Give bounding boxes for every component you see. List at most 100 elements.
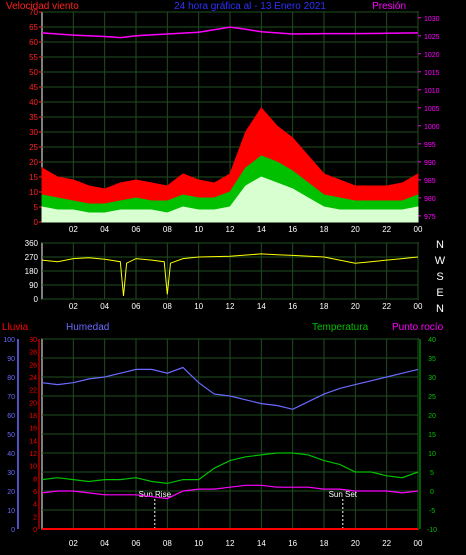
rain-tick-label: 28: [29, 350, 37, 357]
humidity-tick-label: 50: [7, 432, 15, 439]
panel2-x-tick-label: 00: [414, 302, 423, 311]
panel1-x-tick-label: 22: [382, 225, 391, 234]
rain-tick-label: 2: [33, 514, 37, 521]
temperature-tick-label: 35: [428, 356, 436, 363]
panel1-x-tick-label: 08: [163, 225, 172, 234]
temperature-label: Temperatura: [312, 322, 369, 333]
panel3-x-tick-label: 18: [320, 539, 329, 548]
rain-tick-label: 4: [33, 502, 37, 509]
panel1-title: 24 hora gráfica al - 13 Enero 2021: [174, 1, 326, 12]
panel2-x-tick-label: 06: [132, 302, 141, 311]
panel1-left-tick-label: 15: [29, 173, 38, 182]
compass-label: S: [436, 271, 443, 283]
rain-tick-label: 20: [29, 400, 37, 407]
panel2-tick-label: 360: [25, 239, 39, 248]
humidity-tick-label: 0: [11, 527, 15, 534]
dewpoint-line: [41, 484, 419, 500]
panel1-left-tick-label: 25: [29, 143, 38, 152]
sun-event-label: Sun Set: [329, 490, 358, 499]
temperature-tick-label: -10: [427, 527, 437, 534]
humidity-tick-label: 90: [7, 356, 15, 363]
humidity-line: [41, 366, 419, 410]
panel1-left-tick-label: 40: [29, 98, 38, 107]
panel1-x-tick-label: 12: [226, 225, 235, 234]
panel1-right-tick-label: 1000: [424, 124, 440, 131]
pressure-line: [41, 26, 419, 39]
humidity-tick-label: 10: [7, 508, 15, 515]
temperature-tick-label: 5: [430, 470, 434, 477]
panel1-left-tick-label: 10: [29, 188, 38, 197]
panel1-x-tick-label: 16: [288, 225, 297, 234]
rain-tick-label: 18: [29, 413, 37, 420]
rain-tick-label: 26: [29, 362, 37, 369]
temperature-tick-label: 20: [428, 413, 436, 420]
panel2-x-tick-label: 12: [226, 302, 235, 311]
panel1-left-tick-label: 70: [29, 8, 38, 17]
rain-tick-label: 14: [29, 438, 37, 445]
compass-label: N: [436, 303, 444, 315]
panel1-left-tick-label: 65: [29, 23, 38, 32]
panel1-left-tick-label: 20: [29, 158, 38, 167]
rain-tick-label: 12: [29, 451, 37, 458]
rain-tick-label: 8: [33, 476, 37, 483]
panel3-x-tick-label: 00: [414, 539, 423, 548]
panel1-x-tick-label: 04: [100, 225, 109, 234]
humidity-tick-label: 40: [7, 451, 15, 458]
panel2-x-tick-label: 22: [382, 302, 391, 311]
panel1-x-tick-label: 18: [320, 225, 329, 234]
panel1-left-tick-label: 0: [34, 218, 39, 227]
temperature-tick-label: 0: [430, 489, 434, 496]
gust-wind-area: [41, 107, 419, 223]
panel1-right-tick-label: 1010: [424, 88, 440, 95]
wind_min-wind-area: [41, 176, 419, 223]
panel3-x-tick-label: 02: [69, 539, 78, 548]
panel3-x-tick-label: 12: [226, 539, 235, 548]
panel1-left-tick-label: 35: [29, 113, 38, 122]
panel2-x-tick-label: 04: [100, 302, 109, 311]
panel2-x-tick-label: 20: [351, 302, 360, 311]
panel1-x-tick-label: 06: [132, 225, 141, 234]
panel1-left-tick-label: 50: [29, 68, 38, 77]
temperature-tick-label: 15: [428, 432, 436, 439]
humidity-label: Humedad: [66, 322, 109, 333]
panel1-x-tick-label: 20: [351, 225, 360, 234]
rain-label: Lluvia: [2, 322, 29, 333]
panel1-right-tick-label: 1020: [424, 52, 440, 59]
temperature-tick-label: 40: [428, 337, 436, 344]
humidity-tick-label: 60: [7, 413, 15, 420]
dewpoint-label: Punto rocío: [392, 322, 444, 333]
panel3-x-tick-label: 22: [382, 539, 391, 548]
panel1-left-tick-label: 60: [29, 38, 38, 47]
panel1-left-tick-label: 55: [29, 53, 38, 62]
rain-tick-label: 10: [29, 464, 37, 471]
panel2-tick-label: 0: [34, 295, 39, 304]
panel1-x-tick-label: 02: [69, 225, 78, 234]
panel3-x-tick-label: 08: [163, 539, 172, 548]
panel1-left-tick-label: 45: [29, 83, 38, 92]
wind-direction-line: [41, 253, 419, 296]
panel1-right-tick-label: 1030: [424, 16, 440, 23]
rain-tick-label: 6: [33, 489, 37, 496]
panel3-x-tick-label: 14: [257, 539, 266, 548]
panel2-x-tick-label: 08: [163, 302, 172, 311]
panel2-x-tick-label: 14: [257, 302, 266, 311]
panel1-right-tick-label: 1015: [424, 70, 440, 77]
temperature-tick-label: 30: [428, 375, 436, 382]
panel2-tick-label: 90: [29, 281, 38, 290]
panel1-right-tick-label: 990: [424, 160, 436, 167]
panel1-left-axis-label: Velocidad viento: [6, 1, 79, 12]
panel3-x-tick-label: 06: [132, 539, 141, 548]
panel2-x-tick-label: 16: [288, 302, 297, 311]
panel2-x-tick-label: 18: [320, 302, 329, 311]
sun-event-label: Sun Rise: [139, 490, 172, 499]
panel1-left-tick-label: 5: [34, 203, 39, 212]
panel1-x-tick-label: 00: [414, 225, 423, 234]
panel3-x-tick-label: 10: [194, 539, 203, 548]
panel2-tick-label: 180: [25, 267, 39, 276]
panel3-x-tick-label: 04: [100, 539, 109, 548]
rain-tick-label: 22: [29, 388, 37, 395]
humidity-tick-label: 70: [7, 394, 15, 401]
compass-label: N: [436, 239, 444, 251]
panel1-right-tick-label: 985: [424, 178, 436, 185]
